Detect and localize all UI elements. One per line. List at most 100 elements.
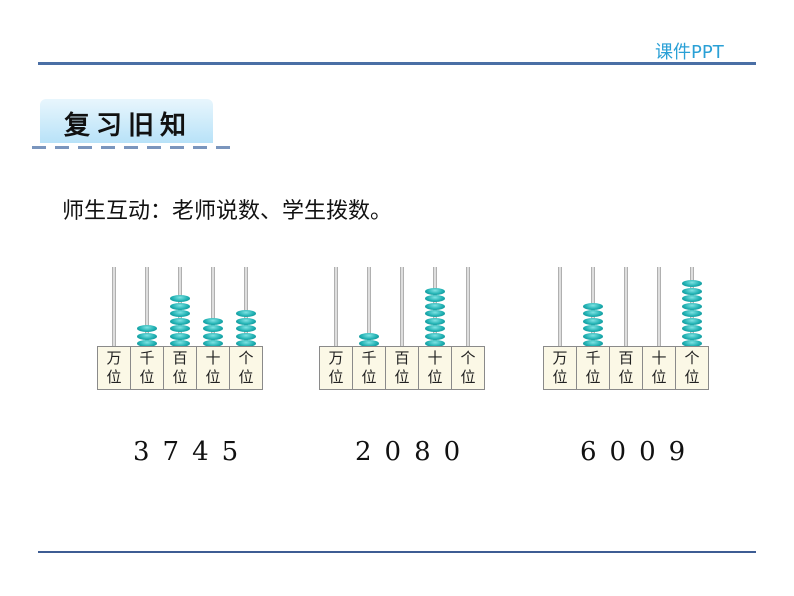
bead[interactable] [203,332,223,340]
abacus-rod[interactable] [112,267,116,347]
place-label-top: 千 [585,349,601,367]
bead-stack [583,302,603,347]
place-label: 百位 [610,347,643,389]
place-value-box: 万位 千位百位十位个位 [319,346,485,390]
footer-divider [38,551,756,553]
bead[interactable] [583,302,603,310]
bead-stack [359,332,379,347]
bead[interactable] [170,310,190,317]
place-label-bottom: 位 [238,368,254,386]
bead[interactable] [682,340,702,347]
abacus-rod[interactable] [558,267,562,347]
place-label-top: 百 [618,349,634,367]
abacus-rod[interactable] [137,267,157,347]
place-label-bottom: 位 [618,368,634,386]
place-label-bottom: 位 [427,368,443,386]
bead[interactable] [236,332,256,340]
place-label-bottom: 位 [460,368,476,386]
bead[interactable] [236,325,256,332]
bead[interactable] [236,340,256,347]
bead-stack [236,310,256,347]
bead[interactable] [359,332,379,340]
abacus-rod[interactable] [203,267,223,347]
bead[interactable] [583,325,603,332]
bead[interactable] [425,332,445,340]
abacus-rod[interactable] [400,267,404,347]
place-label: 个位 [452,347,484,389]
bead[interactable] [137,340,157,347]
abacus-rod[interactable] [466,267,470,347]
place-label: 十位 [419,347,452,389]
place-label-top: 个 [460,349,476,367]
bead[interactable] [682,302,702,310]
place-value-box: 万位千位百位十位个位 [543,346,709,390]
place-label: 千位 [353,347,386,389]
bead[interactable] [425,295,445,302]
bead[interactable] [425,325,445,332]
bead-stack [203,317,223,347]
bead[interactable] [682,310,702,317]
section-title: 复习旧知 [64,111,193,141]
bead[interactable] [359,340,379,347]
place-label: 千位 [131,347,164,389]
place-label-top: 万 [328,349,344,367]
bead[interactable] [583,340,603,347]
bead[interactable] [425,317,445,325]
bead[interactable] [170,302,190,310]
place-label-bottom: 位 [552,368,568,386]
bead[interactable] [682,317,702,325]
bead[interactable] [170,295,190,302]
bead[interactable] [425,302,445,310]
bead[interactable] [203,325,223,332]
bead[interactable] [682,280,702,287]
place-label-top: 百 [172,349,188,367]
abacus-number: 3745 [133,437,252,467]
abacus-number: 2080 [355,437,474,467]
bead[interactable] [170,340,190,347]
bead[interactable] [425,287,445,295]
place-value-box: 万位千位百位十位个位 [97,346,263,390]
bead[interactable] [583,332,603,340]
abacus-rod[interactable] [425,267,445,347]
place-label-bottom: 位 [205,368,221,386]
header-divider [38,62,756,65]
section-title-tab: 复习旧知 [40,99,213,143]
bead[interactable] [425,340,445,347]
place-label-top: 千 [139,349,155,367]
bead[interactable] [583,310,603,317]
place-label-top: 十 [651,349,667,367]
bead-stack [425,287,445,347]
bead[interactable] [170,325,190,332]
abacus-rod[interactable] [236,267,256,347]
bead[interactable] [170,332,190,340]
bead-stack [170,295,190,347]
bead[interactable] [203,317,223,325]
bead[interactable] [682,295,702,302]
bead[interactable] [682,332,702,340]
bead[interactable] [583,317,603,325]
abacus-rod[interactable] [583,267,603,347]
instruction-text: 师生互动：老师说数、学生拨数。 [62,199,393,224]
bead-stack [137,325,157,347]
bead[interactable] [236,310,256,317]
brand-label: 课件PPT [655,42,724,63]
bead[interactable] [137,332,157,340]
abacus: 万位千位百位十位个位 [97,262,263,392]
abacus-rod[interactable] [624,267,628,347]
bead[interactable] [236,317,256,325]
abacus-rod[interactable] [334,267,338,347]
bead[interactable] [203,340,223,347]
place-label-bottom: 位 [651,368,667,386]
abacus-rod[interactable] [657,267,661,347]
bead[interactable] [137,325,157,332]
bead[interactable] [425,310,445,317]
abacus-rod[interactable] [682,267,702,347]
abacus-rod[interactable] [359,267,379,347]
bead[interactable] [682,287,702,295]
abacus-rod[interactable] [170,267,190,347]
place-label-top: 万 [552,349,568,367]
bead[interactable] [682,325,702,332]
place-label: 百位 [386,347,419,389]
bead[interactable] [170,317,190,325]
place-label: 个位 [676,347,708,389]
